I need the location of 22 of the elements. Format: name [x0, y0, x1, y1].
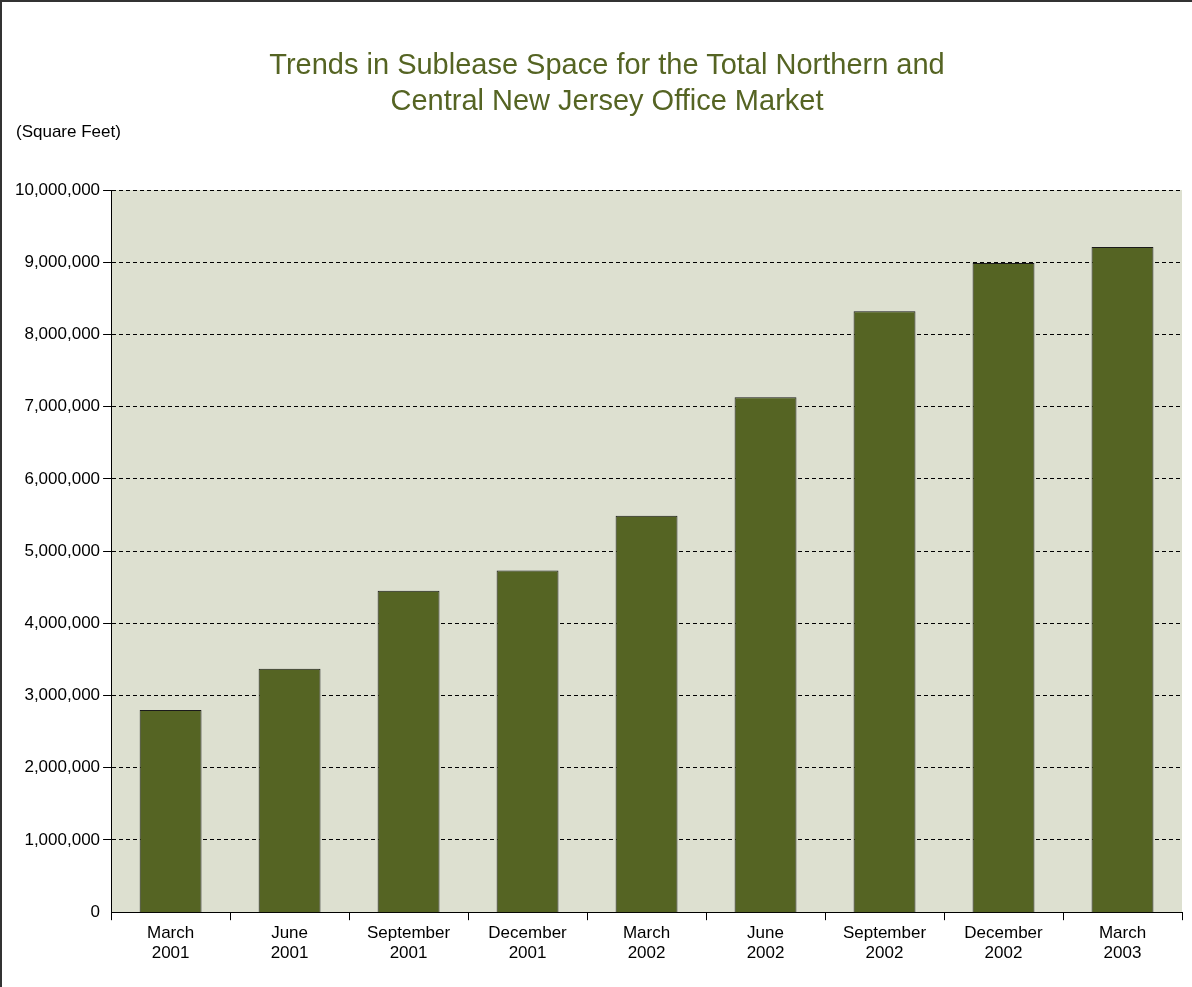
x-tick-label: March 2002 — [622, 923, 671, 963]
x-tick-label: September 2001 — [366, 923, 451, 963]
x-tick-label: March 2003 — [1098, 923, 1147, 963]
y-tick-label: 3,000,000 — [24, 685, 101, 705]
chart-title: Trends in Sublease Space for the Total Northern and Central New Jersey Office Market — [268, 47, 946, 118]
y-tick-label: 0 — [90, 901, 101, 921]
x-tick-label: June 2002 — [746, 923, 785, 963]
y-tick-label: 5,000,000 — [24, 540, 101, 560]
y-tick-label: 4,000,000 — [24, 613, 101, 633]
x-tick-label: December 2001 — [488, 923, 568, 963]
x-tick-label: September 2002 — [842, 923, 927, 963]
x-tick-label: December 2002 — [964, 923, 1044, 963]
x-tick-label: March 2001 — [146, 923, 195, 963]
x-tick-label: June 2001 — [270, 923, 309, 963]
y-tick-label: 8,000,000 — [24, 324, 101, 344]
y-tick-label: 6,000,000 — [24, 468, 101, 488]
y-tick-label: 10,000,000 — [14, 179, 101, 199]
y-tick-label: 2,000,000 — [24, 757, 101, 777]
y-tick-label: 7,000,000 — [24, 396, 101, 416]
y-axis-title: (Square Feet) — [16, 122, 121, 142]
y-tick-label: 9,000,000 — [24, 251, 101, 271]
y-tick-label: 1,000,000 — [24, 829, 101, 849]
